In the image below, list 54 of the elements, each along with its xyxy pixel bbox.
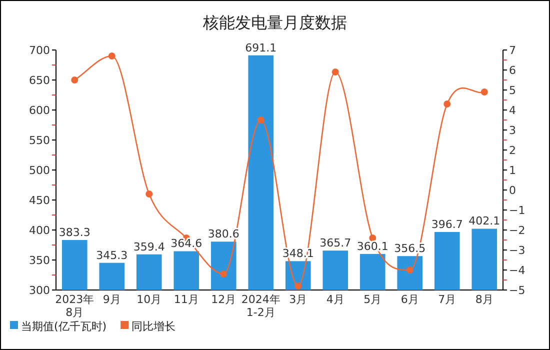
point <box>71 76 78 84</box>
x-tick-label: 6月 <box>400 293 419 306</box>
point <box>406 266 414 274</box>
y2-tick-label: −4 <box>509 264 526 277</box>
x-tick-label: 5月 <box>364 293 382 306</box>
point <box>480 88 488 96</box>
y-tick-label: 450 <box>29 194 50 207</box>
x-tick-label: 10月 <box>136 293 162 306</box>
y2-tick-label: −3 <box>509 244 526 257</box>
point <box>444 100 451 108</box>
data-label: 396.7 <box>431 218 463 231</box>
y-tick-label: 300 <box>29 284 50 297</box>
y2-tick-label: −1 <box>509 204 526 217</box>
y-tick-label: 700 <box>29 44 50 57</box>
y2-tick-label: 6 <box>509 64 516 77</box>
data-label: 691.1 <box>245 41 277 54</box>
data-label: 359.4 <box>133 240 165 254</box>
data-label: 402.1 <box>468 214 500 228</box>
y-tick-label: 550 <box>29 134 50 147</box>
y2-tick-label: −5 <box>509 284 526 297</box>
y2-tick-label: 2 <box>509 144 516 157</box>
y-tick-label: 350 <box>29 254 50 267</box>
point <box>146 190 153 198</box>
x-tick-label: 3月 <box>289 293 308 306</box>
x-tick-label: 11月 <box>174 293 199 306</box>
point <box>294 282 302 290</box>
chart-title: 核能发电量月度数据 <box>202 13 347 32</box>
y2-tick-label: 1 <box>509 164 516 177</box>
y2-tick-label: 7 <box>509 44 516 57</box>
y-tick-label: 600 <box>29 104 50 117</box>
data-label: 365.7 <box>320 236 352 250</box>
x-tick-label: 2023年 8月 <box>55 293 94 319</box>
y2-tick-label: 4 <box>509 104 516 117</box>
point <box>220 270 228 278</box>
x-tick-label: 12月 <box>211 293 236 306</box>
y2-tick-label: −2 <box>509 224 526 237</box>
legend-label: 同比增长 <box>132 320 176 333</box>
y2-tick-label: 5 <box>509 84 516 97</box>
y-tick-label: 650 <box>29 74 50 87</box>
x-tick-label: 7月 <box>438 293 456 306</box>
data-label: 345.3 <box>96 248 128 262</box>
x-tick-label: 2024年 1-2月 <box>241 293 280 319</box>
point <box>332 68 339 76</box>
x-tick-label: 4月 <box>326 293 344 306</box>
point <box>257 116 264 124</box>
data-label: 383.3 <box>58 226 90 240</box>
y-tick-label: 400 <box>29 224 50 237</box>
y2-tick-label: 0 <box>509 184 516 197</box>
point <box>108 52 116 60</box>
y-tick-label: 500 <box>29 164 50 177</box>
y2-tick-label: 3 <box>509 124 516 137</box>
x-tick-label: 9月 <box>102 293 121 306</box>
point <box>369 234 376 242</box>
x-tick-label: 8月 <box>475 293 494 306</box>
